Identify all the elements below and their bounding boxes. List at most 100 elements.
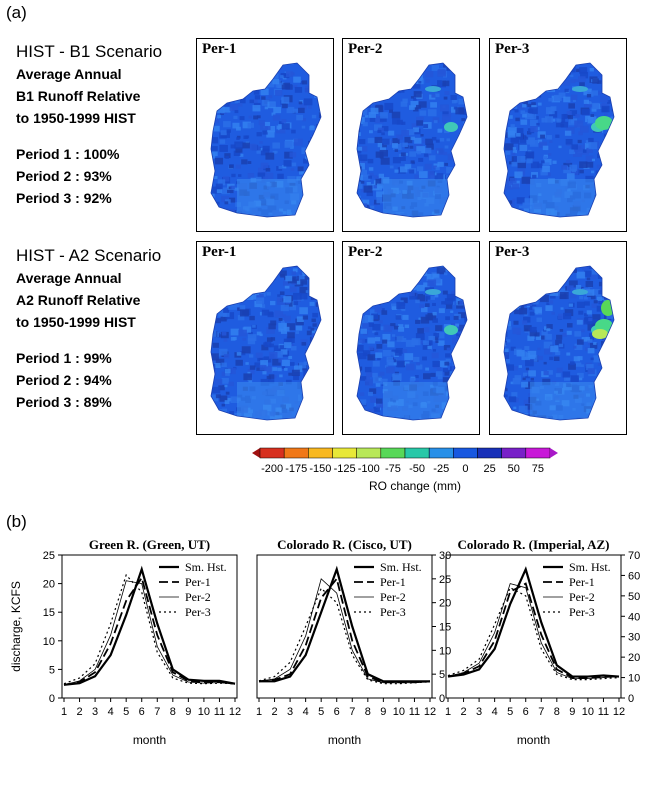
- x-axis-label: month: [133, 733, 166, 747]
- y-tick-label: 25: [439, 574, 451, 586]
- colorbar-label: RO change (mm): [369, 479, 461, 493]
- x-tick-label: 4: [108, 706, 114, 718]
- y-tick-label: 70: [628, 550, 640, 562]
- y-tick-label: 15: [43, 607, 55, 619]
- colorbar: -200 -175 -150 -125 -100 -75 -50 -25 0 25 50 75 RO c…: [252, 447, 558, 493]
- chart-panel: Green R. (Green, UT)1 2 3 4 5 6 7 8 9 10 11 12month…: [9, 537, 241, 747]
- colorbar-segment: [404, 447, 430, 459]
- series-line: [447, 586, 620, 681]
- x-tick-label: 7: [349, 706, 355, 718]
- series-line: [447, 582, 619, 679]
- map-label: Per-1: [202, 244, 237, 260]
- chart-title: Green R. (Green, UT): [89, 537, 210, 552]
- scenario-title: HIST - B1 Scenario: [16, 42, 163, 61]
- x-tick-label: 1: [445, 706, 451, 718]
- series-line: [258, 576, 431, 684]
- colorbar-tick-label: 75: [532, 463, 544, 475]
- colorbar-tick-label: -200: [261, 463, 283, 475]
- period-stat: Period 1 : 99%: [16, 350, 112, 366]
- scenario-title: HIST - A2 Scenario: [16, 246, 162, 265]
- period-stat: Period 2 : 94%: [16, 372, 112, 388]
- plot-frame: [445, 554, 622, 699]
- x-tick-label: 9: [185, 706, 191, 718]
- map-b1-per2: Per-2: [342, 38, 480, 232]
- period-stat: Period 2 : 93%: [16, 168, 112, 184]
- x-tick-label: 8: [365, 706, 371, 718]
- y-tick-label: 20: [439, 598, 451, 610]
- y-tick-label: 30: [628, 632, 640, 644]
- x-tick-label: 10: [582, 706, 594, 718]
- y-tick-label: 5: [439, 669, 445, 681]
- map-a2-per3: Per-3: [489, 241, 627, 435]
- colorbar-tick-label: -150: [309, 463, 331, 475]
- legend-label: Sm. Hst.: [569, 560, 611, 574]
- y-tick-label: 10: [628, 673, 640, 685]
- colorbar-tick-label: 0: [462, 463, 468, 475]
- x-tick-label: 8: [170, 706, 176, 718]
- legend-label: Per-1: [185, 575, 211, 589]
- legend-label: Per-2: [569, 590, 595, 604]
- map-a2-per2: Per-2: [342, 241, 480, 435]
- x-tick-label: 11: [409, 706, 420, 718]
- basin-map: [356, 62, 468, 218]
- x-tick-label: 4: [303, 706, 309, 718]
- legend-label: Per-2: [380, 590, 406, 604]
- basin-map: [210, 265, 322, 421]
- x-tick-label: 11: [214, 706, 225, 718]
- map-label: Per-2: [348, 244, 383, 260]
- map-label: Per-3: [495, 41, 530, 57]
- x-tick-label: 1: [256, 706, 262, 718]
- colorbar-tick-label: -100: [358, 463, 380, 475]
- y-tick-label: 20: [43, 579, 55, 591]
- scenario-b1-text: HIST - B1 Scenario Average Annual B1 Run…: [16, 42, 162, 209]
- x-tick-label: 1: [61, 706, 67, 718]
- series-line: [258, 578, 431, 684]
- plot-frame: [61, 554, 238, 699]
- x-tick-label: 12: [424, 706, 436, 718]
- y-tick-label: 0: [628, 693, 634, 705]
- x-tick-label: 2: [271, 706, 277, 718]
- colorbar-segment: [525, 447, 551, 459]
- x-axis-label: month: [328, 733, 361, 747]
- series-line: [447, 583, 620, 679]
- colorbar-tick-label: 25: [483, 463, 495, 475]
- map-label: Per-1: [202, 41, 237, 57]
- panel-a-label: (a): [6, 3, 27, 22]
- x-tick-label: 12: [613, 706, 625, 718]
- panel-b-label: (b): [6, 512, 27, 531]
- legend-label: Per-3: [569, 605, 595, 619]
- y-tick-label: 25: [43, 550, 55, 562]
- legend-label: Per-2: [185, 590, 211, 604]
- chart-title: Colorado R. (Imperial, AZ): [457, 537, 609, 552]
- period-stat: Period 1 : 100%: [16, 146, 120, 162]
- scenario-line: A2 Runoff Relative: [16, 292, 141, 308]
- legend-label: Sm. Hst.: [380, 560, 422, 574]
- x-tick-label: 3: [287, 706, 293, 718]
- x-tick-label: 3: [476, 706, 482, 718]
- x-tick-label: 2: [76, 706, 82, 718]
- colorbar-arrow-left: [252, 448, 260, 458]
- x-tick-label: 12: [229, 706, 241, 718]
- x-tick-label: 5: [123, 706, 129, 718]
- y-tick-label: 20: [628, 652, 640, 664]
- x-tick-label: 7: [538, 706, 544, 718]
- colorbar-tick-label: 50: [508, 463, 520, 475]
- colorbar-arrow-right: [550, 448, 558, 458]
- chart-panel: Colorado R. (Cisco, UT)1 2 3 4 5 6 7 8 9 10 11 12mo…: [256, 537, 451, 747]
- map-label: Per-3: [495, 244, 530, 260]
- x-tick-label: 11: [598, 706, 609, 718]
- legend-label: Per-1: [380, 575, 406, 589]
- legend-label: Sm. Hst.: [185, 560, 227, 574]
- y-tick-label: 30: [439, 550, 451, 562]
- series-line: [63, 575, 236, 686]
- x-tick-label: 9: [569, 706, 575, 718]
- basin-map: [503, 265, 615, 421]
- x-tick-label: 9: [380, 706, 386, 718]
- x-tick-label: 7: [154, 706, 160, 718]
- colorbar-segment: [380, 447, 406, 459]
- x-axis-label: month: [517, 733, 550, 747]
- y-tick-label: 0: [439, 693, 445, 705]
- y-tick-label: 10: [439, 645, 451, 657]
- legend-label: Per-1: [569, 575, 595, 589]
- colorbar-tick-label: -50: [409, 463, 425, 475]
